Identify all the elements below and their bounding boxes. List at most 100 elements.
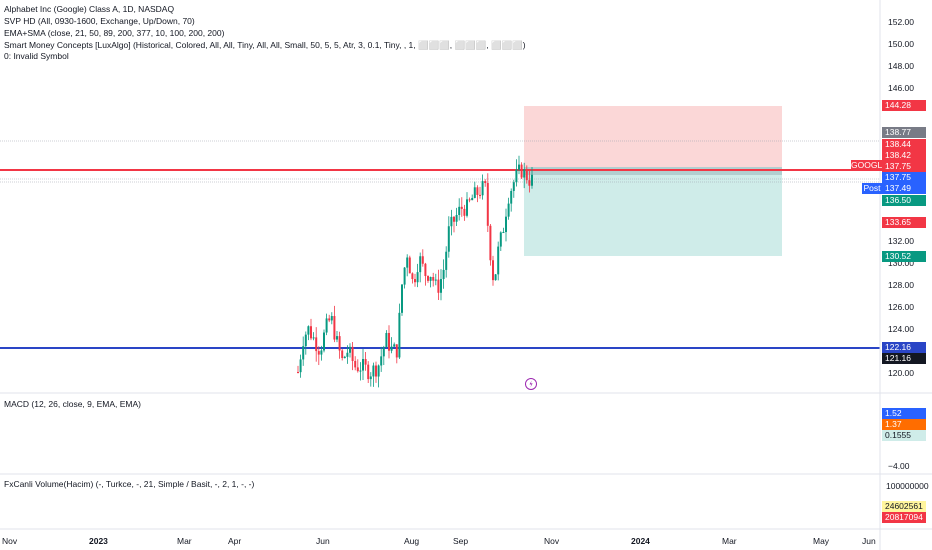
candle-body-22 (354, 360, 357, 368)
time-tick-jun-2: Jun (862, 536, 876, 546)
candle-body-66 (468, 199, 471, 201)
price-tick: 152.00 (888, 17, 914, 27)
candle-body-27 (367, 364, 370, 380)
candle-body-52 (432, 276, 435, 281)
volume-axis-top: 100000000 (886, 481, 929, 491)
candle-body-1 (299, 359, 302, 373)
volume-value-1: 24602561 (882, 501, 926, 512)
candle-body-40 (401, 284, 403, 313)
macd-title[interactable]: MACD (12, 26, close, 9, EMA, EMA) (4, 399, 141, 409)
macd-hist-value: 0.1555 (882, 430, 926, 441)
volume-title[interactable]: FxCanli Volume(Hacim) (-, Turkce, -, 21,… (4, 479, 255, 489)
candle-body-80 (505, 216, 507, 233)
volume-value-2: 20817094 (882, 512, 926, 523)
candle-body-44 (411, 273, 414, 280)
candle-body-23 (356, 367, 359, 372)
mid-price-badge: 133.65 (882, 217, 926, 228)
candle-body-50 (427, 276, 429, 281)
indicator-invalid[interactable]: 0: Invalid Symbol (4, 51, 69, 61)
candle-body-25 (362, 359, 364, 371)
candle-body-60 (453, 216, 455, 222)
candle-body-38 (395, 344, 398, 358)
candle-body-19 (346, 352, 349, 357)
candle-body-76 (494, 274, 497, 281)
candle-body-74 (489, 225, 492, 261)
price-tick: 120.00 (888, 368, 914, 378)
post-price-badge: 137.49 (882, 183, 926, 194)
candle-body-24 (359, 370, 362, 372)
candle-body-39 (398, 312, 401, 358)
price-tick: 148.00 (888, 61, 914, 71)
candle-body-30 (375, 365, 377, 377)
candle-body-34 (385, 332, 388, 348)
price-tick: 126.00 (888, 302, 914, 312)
candle-body-54 (437, 279, 440, 293)
target-price-badge: 144.28 (882, 100, 926, 111)
time-tick-sep: Sep (453, 536, 469, 546)
candle-body-85 (518, 164, 520, 170)
support-price-badge-2: 121.16 (882, 353, 926, 364)
candle-body-47 (419, 256, 422, 273)
candle-body-2 (302, 346, 305, 360)
indicator-svp[interactable]: SVP HD (All, 0930-1600, Exchange, Up/Dow… (4, 16, 195, 26)
indicator-ema-sma[interactable]: EMA+SMA (close, 21, 50, 89, 200, 377, 10… (4, 28, 225, 38)
candle-body-61 (455, 214, 458, 222)
candle-body-78 (499, 232, 502, 247)
price-tick: 132.00 (888, 236, 914, 246)
price-tick: 150.00 (888, 39, 914, 49)
macd-axis-low: −4.00 (888, 461, 910, 471)
candle-body-82 (510, 190, 513, 204)
candle-body-8 (317, 351, 320, 355)
support-price-badge: 122.16 (882, 342, 926, 353)
price-tick: 130.00 (888, 258, 914, 268)
candle-body-57 (445, 251, 448, 270)
high-price-badge: 138.77 (882, 127, 926, 138)
candle-body-5 (310, 326, 312, 339)
target-zone (524, 106, 782, 167)
symbol-tag: GOOGL (851, 160, 883, 171)
candle-body-18 (343, 356, 346, 359)
time-tick-mar-2: Mar (722, 536, 737, 546)
macd-value: 1.52 (882, 408, 926, 419)
candle-body-41 (403, 267, 406, 285)
candle-body-14 (333, 316, 336, 340)
stop-zone (524, 175, 782, 256)
price-badge-1: 138.44 (882, 139, 926, 150)
current-price-badge: 137.75 (882, 161, 926, 172)
macd-signal-value: 1.37 (882, 419, 926, 430)
candle-body-64 (463, 208, 466, 216)
candle-body-83 (512, 182, 515, 191)
stop-price-badge: 130.52 (882, 251, 926, 262)
time-tick-mar: Mar (177, 536, 192, 546)
candle-body-15 (336, 336, 338, 340)
time-tick-2023: 2023 (89, 536, 108, 546)
candle-body-37 (393, 344, 396, 347)
candle-body-63 (460, 206, 463, 209)
candle-body-69 (476, 187, 479, 195)
candle-body-87 (523, 169, 526, 178)
candle-body-12 (328, 318, 331, 321)
time-tick-nov-2: Nov (544, 536, 560, 546)
candle-body-75 (492, 260, 494, 281)
time-tick-2024: 2024 (631, 536, 650, 546)
post-tag: Post (862, 183, 882, 194)
candle-body-7 (315, 337, 318, 352)
entry-price-badge: 136.50 (882, 195, 926, 206)
candle-body-0 (297, 372, 299, 373)
candle-body-11 (325, 318, 328, 333)
price-badge-2: 138.42 (882, 150, 926, 161)
candle-body-10 (323, 332, 325, 351)
candle-body-49 (424, 263, 427, 277)
price-tick: 124.00 (888, 324, 914, 334)
candle-body-48 (421, 256, 424, 264)
chart-title[interactable]: Alphabet Inc (Google) Class A, 1D, NASDA… (4, 4, 175, 14)
candle-body-86 (520, 164, 523, 178)
candle-body-84 (515, 169, 518, 183)
candle-body-35 (388, 332, 390, 351)
candle-body-16 (338, 336, 341, 351)
candle-body-17 (341, 350, 344, 359)
candle-body-67 (471, 197, 474, 201)
indicator-smc[interactable]: Smart Money Concepts [LuxAlgo] (Historic… (4, 40, 526, 50)
candle-body-43 (408, 257, 411, 274)
